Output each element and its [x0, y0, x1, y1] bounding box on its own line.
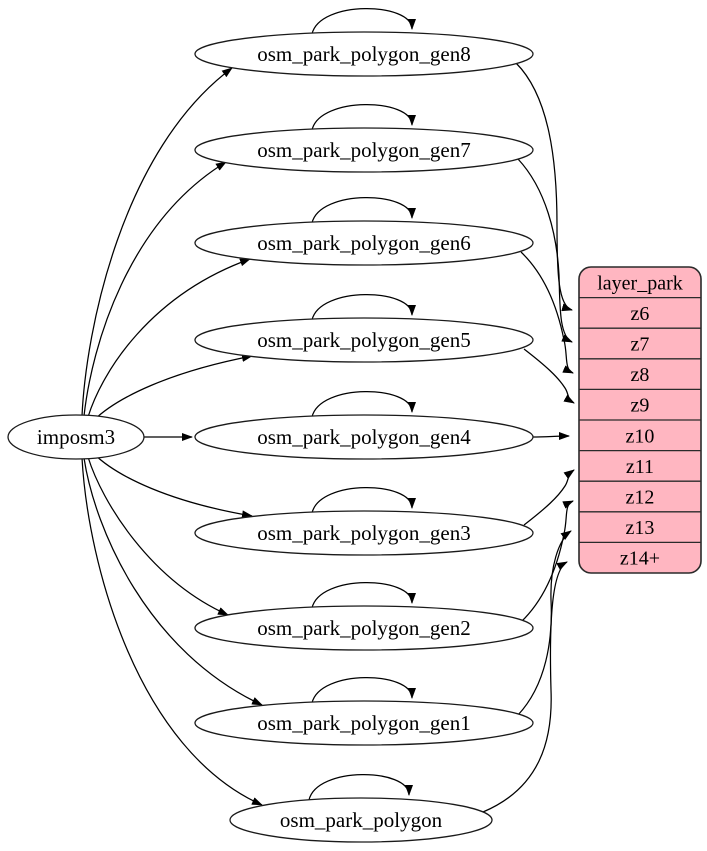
edge-imposm3-osm_park_polygon_gen8: [81, 67, 233, 417]
node-label-osm_park_polygon_gen7: osm_park_polygon_gen7: [257, 138, 470, 162]
self-loop-osm_park_polygon_gen5: [311, 294, 416, 321]
edge-osm_park_polygon-layer_park-z14-: [482, 561, 568, 813]
edge-imposm3-osm_park_polygon: [81, 457, 263, 806]
node-osm_park_polygon_gen7: osm_park_polygon_gen7: [194, 127, 534, 173]
node-ellipse-osm_park_polygon_gen2: [194, 605, 534, 651]
node-ellipse-osm_park_polygon_gen3: [194, 510, 534, 556]
node-label-osm_park_polygon_gen3: osm_park_polygon_gen3: [257, 521, 470, 545]
node-osm_park_polygon_gen4: osm_park_polygon_gen4: [194, 414, 534, 460]
node-osm_park_polygon_gen6: osm_park_polygon_gen6: [194, 220, 534, 266]
node-osm_park_polygon_gen2: osm_park_polygon_gen2: [194, 605, 534, 651]
record-row-z14-: z14+: [620, 548, 660, 570]
edge-osm_park_polygon_gen7-layer_park-z7: [517, 158, 573, 343]
node-label-imposm3: imposm3: [37, 425, 115, 449]
self-loop-osm_park_polygon_gen7: [311, 104, 416, 131]
node-label-osm_park_polygon_gen1: osm_park_polygon_gen1: [257, 711, 470, 735]
node-label-osm_park_polygon_gen5: osm_park_polygon_gen5: [257, 328, 470, 352]
node-osm_park_polygon_gen1: osm_park_polygon_gen1: [194, 700, 534, 746]
node-osm_park_polygon: osm_park_polygon: [229, 797, 493, 843]
node-osm_park_polygon_gen3: osm_park_polygon_gen3: [194, 510, 534, 556]
record-title: layer_park: [597, 272, 683, 294]
node-ellipse-osm_park_polygon_gen5: [194, 317, 534, 363]
self-loop-osm_park_polygon: [308, 774, 413, 801]
node-label-osm_park_polygon: osm_park_polygon: [280, 808, 443, 832]
edge-osm_park_polygon_gen4-layer_park-z10: [532, 432, 570, 441]
record-row-z11: z11: [626, 456, 654, 478]
edge-osm_park_polygon_gen6-layer_park-z8: [520, 251, 574, 374]
node-ellipse-osm_park_polygon_gen1: [194, 700, 534, 746]
edge-imposm3-osm_park_polygon_gen3: [93, 453, 253, 519]
self-loop-osm_park_polygon_gen2: [311, 582, 416, 609]
self-loop-osm_park_polygon_gen3: [311, 487, 416, 514]
node-ellipse-osm_park_polygon_gen6: [194, 220, 534, 266]
edge-imposm3-osm_park_polygon_gen6: [87, 258, 251, 418]
edge-osm_park_polygon_gen3-layer_park-z11: [523, 469, 575, 526]
edge-osm_park_polygon_gen8-layer_park-z6: [515, 62, 573, 312]
record-row-z9: z9: [631, 395, 650, 417]
node-label-osm_park_polygon_gen4: osm_park_polygon_gen4: [257, 425, 471, 449]
self-loop-osm_park_polygon_gen6: [311, 197, 416, 224]
record-row-z6: z6: [631, 303, 650, 325]
node-imposm3: imposm3: [7, 414, 145, 460]
edge-imposm3-osm_park_polygon_gen2: [87, 456, 229, 616]
record-row-z13: z13: [626, 517, 655, 539]
edge-osm_park_polygon_gen5-layer_park-z9: [523, 348, 575, 404]
edge-imposm3-osm_park_polygon_gen1: [83, 457, 263, 706]
node-layer_park: layer_park z6 z7 z8 z9 z10 z11 z12 z13 z14+: [578, 266, 702, 574]
edge-osm_park_polygon_gen1-layer_park-z13: [517, 530, 572, 716]
node-ellipse-osm_park_polygon_gen8: [194, 31, 534, 77]
node-label-osm_park_polygon_gen8: osm_park_polygon_gen8: [257, 42, 470, 66]
self-loop-osm_park_polygon_gen4: [311, 391, 416, 418]
node-ellipse-imposm3: [7, 414, 145, 460]
self-loop-osm_park_polygon_gen8: [311, 8, 416, 35]
record-row-z8: z8: [631, 364, 650, 386]
record-row-z12: z12: [626, 487, 655, 509]
edge-imposm3-osm_park_polygon_gen5: [93, 353, 253, 421]
node-ellipse-osm_park_polygon: [229, 797, 493, 843]
record-row-z10: z10: [626, 425, 655, 447]
node-ellipse-osm_park_polygon_gen7: [194, 127, 534, 173]
node-ellipse-osm_park_polygon_gen4: [194, 414, 534, 460]
node-label-osm_park_polygon_gen6: osm_park_polygon_gen6: [257, 231, 470, 255]
node-label-osm_park_polygon_gen2: osm_park_polygon_gen2: [257, 616, 470, 640]
self-loop-osm_park_polygon_gen1: [311, 677, 416, 704]
node-osm_park_polygon_gen8: osm_park_polygon_gen8: [194, 31, 534, 77]
node-osm_park_polygon_gen5: osm_park_polygon_gen5: [194, 317, 534, 363]
edge-imposm3-osm_park_polygon_gen7: [83, 161, 227, 417]
record-row-z7: z7: [631, 334, 650, 356]
